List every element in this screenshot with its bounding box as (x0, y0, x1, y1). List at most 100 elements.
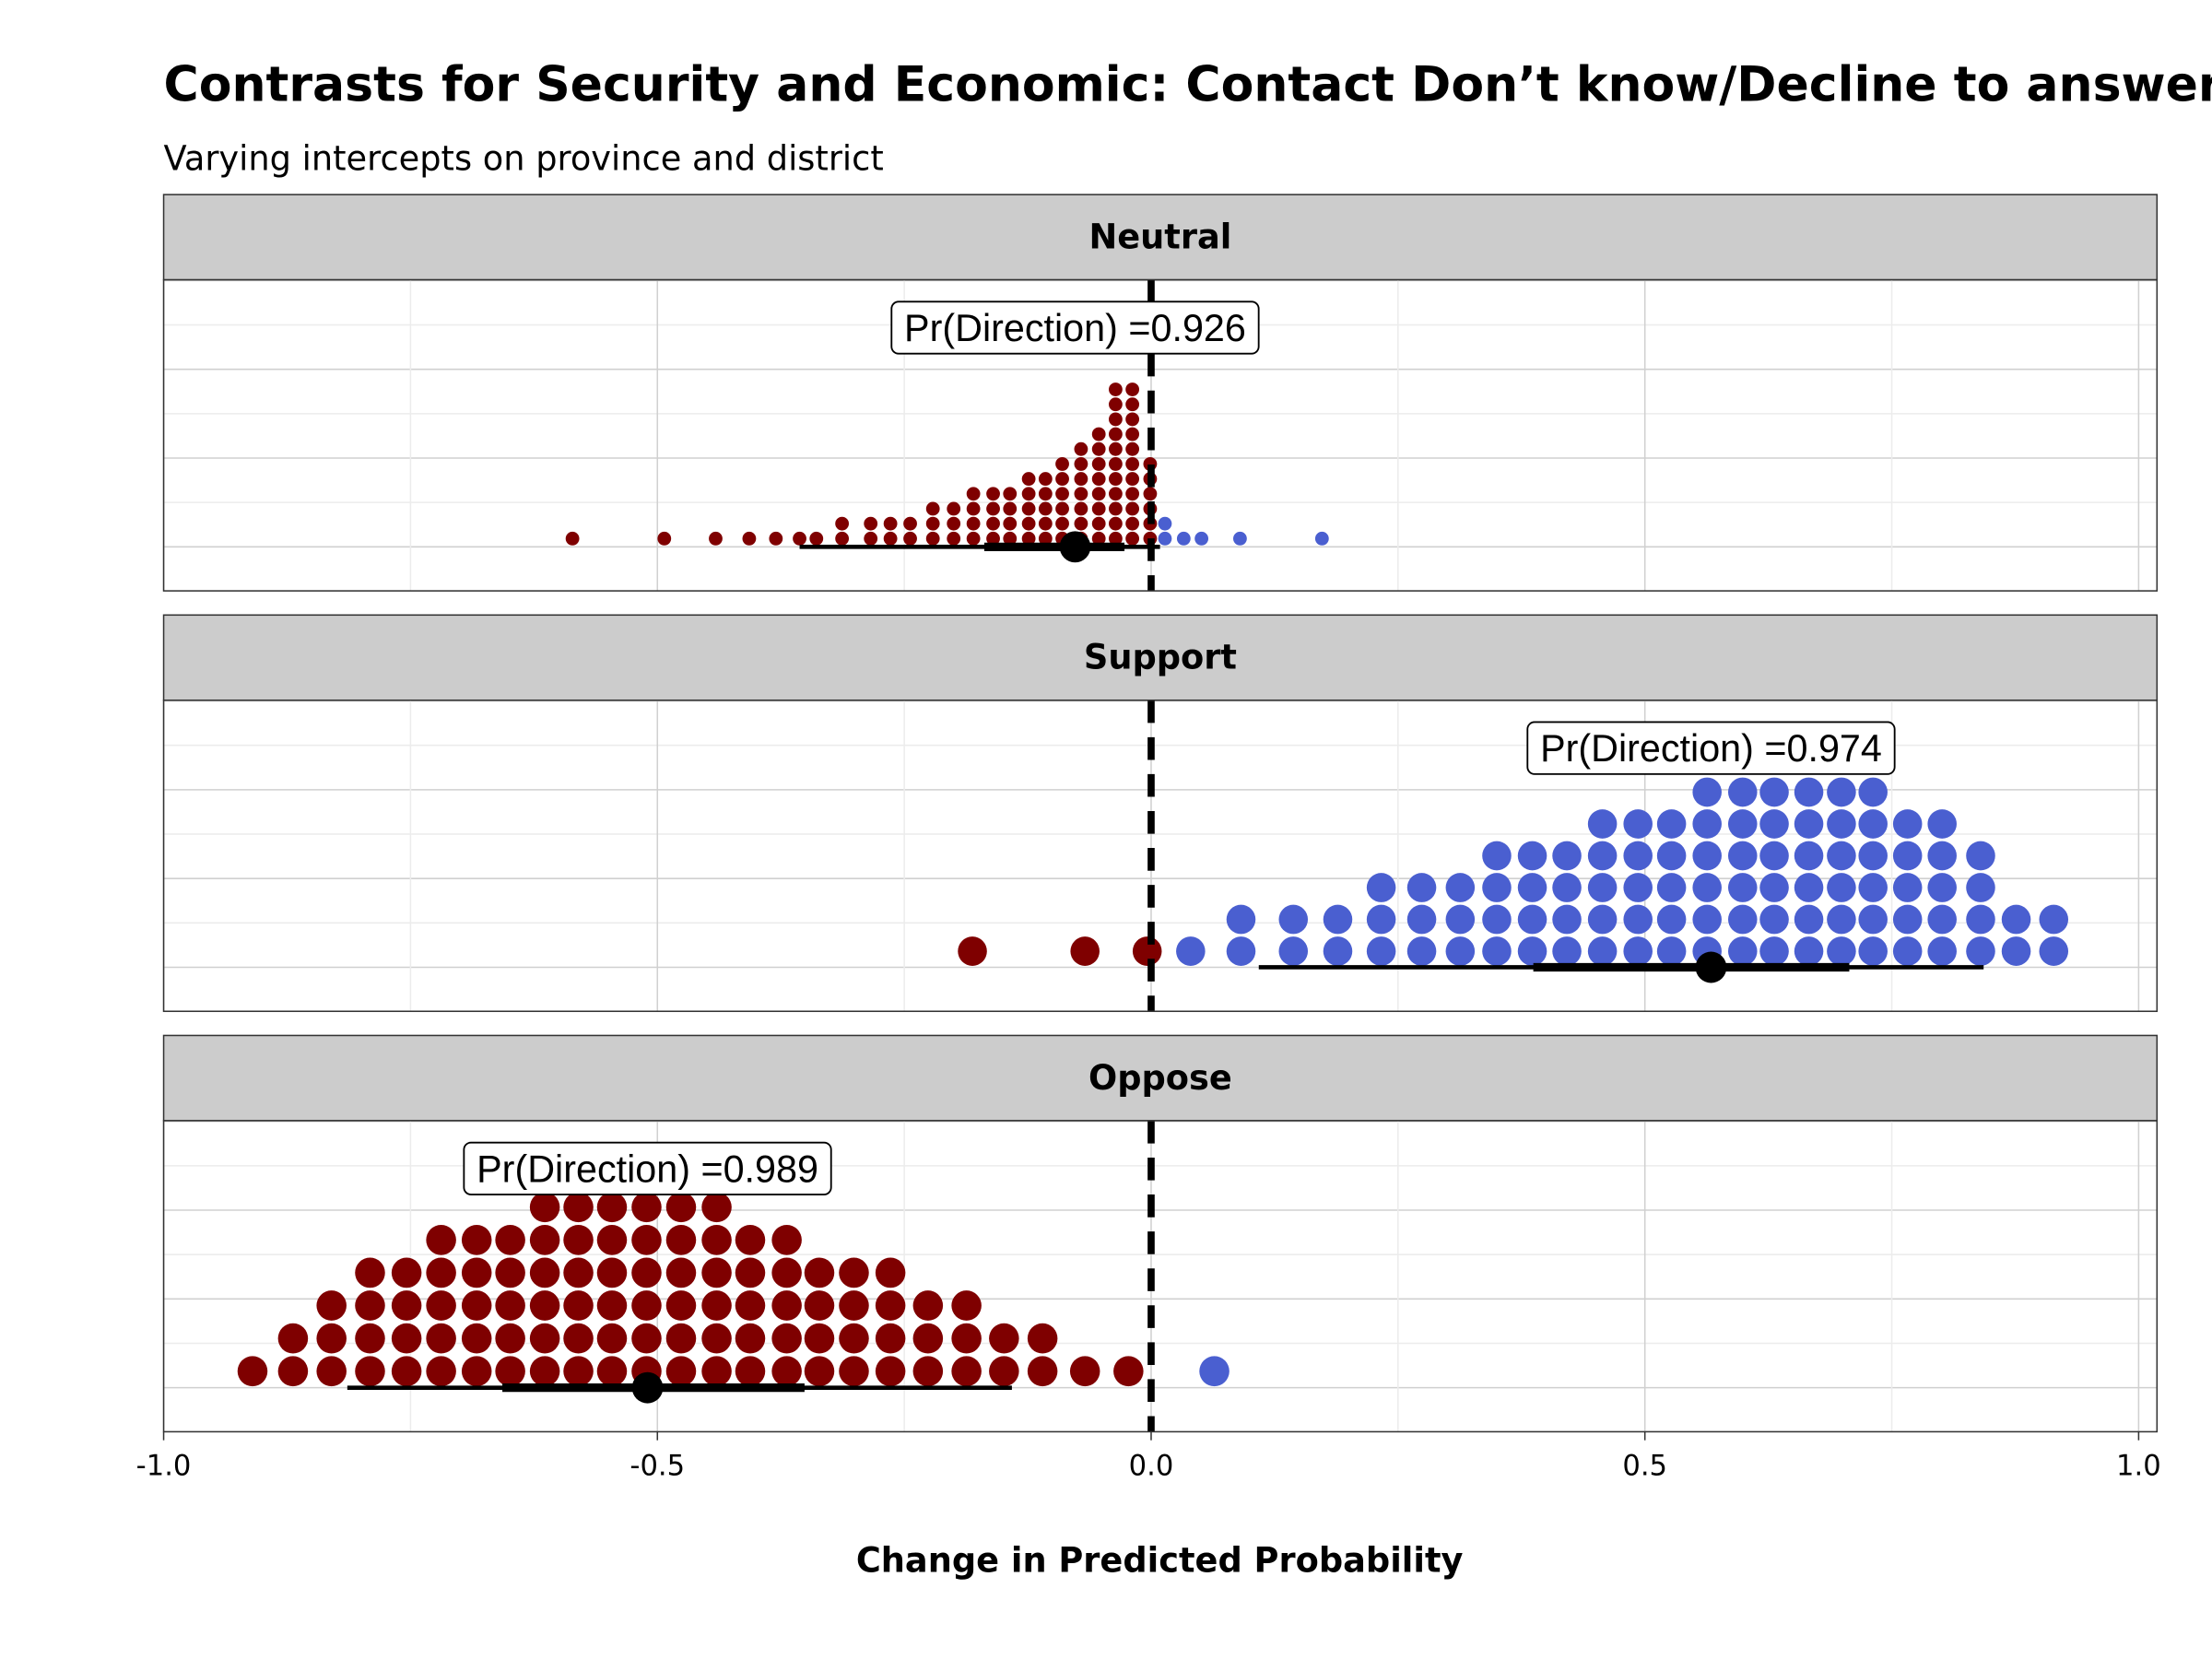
dot (839, 1323, 869, 1354)
dot (1038, 531, 1053, 546)
dot (1109, 516, 1123, 531)
dot (701, 1290, 732, 1321)
x-axis-title: Change in Predicted Probability (856, 1541, 1464, 1581)
dot (1858, 904, 1888, 935)
dot (1194, 531, 1209, 546)
dot-column (1858, 777, 1888, 966)
dot (1727, 904, 1758, 935)
dot (735, 1224, 766, 1255)
dot (1125, 441, 1140, 456)
annotation-box (463, 1141, 832, 1195)
dot (839, 1257, 869, 1288)
dot (1587, 936, 1618, 966)
dot (1125, 501, 1140, 516)
dot (1759, 809, 1789, 839)
dot (1552, 873, 1582, 902)
dot (1055, 501, 1069, 516)
dot (735, 1323, 766, 1354)
dot (1278, 936, 1309, 966)
dot (771, 1224, 802, 1255)
x-tick-label: -1.0 (136, 1449, 192, 1482)
dot (804, 1323, 835, 1354)
dot (1074, 516, 1088, 531)
dot-column (769, 531, 783, 546)
dot-column (1759, 777, 1789, 966)
dot (1125, 397, 1140, 412)
dot (709, 531, 723, 546)
dot (986, 516, 1000, 531)
dot (1091, 456, 1106, 471)
dot (426, 1290, 456, 1321)
dot (912, 1323, 944, 1354)
dot (1759, 873, 1789, 902)
dot (1003, 531, 1018, 546)
dot (563, 1224, 594, 1255)
dot (1055, 516, 1069, 531)
dot (316, 1323, 347, 1354)
dot-column (1692, 777, 1722, 966)
dot-column (735, 1224, 766, 1387)
dot (947, 516, 961, 531)
dot (1692, 873, 1722, 902)
dot (1827, 904, 1856, 935)
dot-column (596, 1192, 628, 1387)
dot (2001, 936, 2031, 966)
dot (1692, 841, 1722, 871)
dot (461, 1290, 492, 1321)
dot (1892, 904, 1923, 935)
dot (1091, 427, 1106, 441)
dot-column (1278, 904, 1309, 966)
dot (1074, 472, 1088, 487)
dot (316, 1290, 347, 1321)
panel-border (162, 1120, 2159, 1433)
annotation-box (1526, 721, 1896, 775)
dot (1858, 841, 1888, 871)
dot (1827, 873, 1856, 902)
dot-column (1794, 777, 1824, 966)
dot (1158, 531, 1172, 546)
dot-column (1003, 487, 1018, 546)
dot (986, 487, 1000, 501)
dot (875, 1323, 906, 1354)
dot (426, 1257, 456, 1288)
facet-strip (162, 1034, 2159, 1122)
dot (1226, 936, 1256, 966)
dot (883, 531, 898, 546)
dot (1027, 1356, 1058, 1387)
dot (1109, 456, 1123, 471)
dot (769, 531, 783, 546)
dot (771, 1356, 802, 1387)
dot (1406, 904, 1437, 935)
dot (1125, 412, 1140, 427)
x-tick-label: 0.0 (1129, 1449, 1174, 1482)
dot (1021, 472, 1036, 487)
dot (461, 1323, 492, 1354)
dot-column (495, 1224, 525, 1387)
dot (986, 501, 1000, 516)
dot (563, 1257, 594, 1288)
dot (1587, 904, 1618, 935)
dot (1158, 516, 1172, 531)
dot-column (951, 1290, 982, 1387)
panel-border (162, 278, 2159, 592)
dot (1091, 531, 1106, 546)
dot-column (461, 1224, 492, 1387)
dot-column (1406, 873, 1437, 966)
dot (701, 1224, 732, 1255)
dot (665, 1224, 697, 1255)
dot (1966, 873, 1995, 902)
dot (563, 1192, 594, 1223)
dot (495, 1323, 525, 1354)
dot (701, 1257, 732, 1288)
dot (1055, 456, 1069, 471)
dot (1091, 472, 1106, 487)
dot (912, 1290, 944, 1321)
dot (1069, 1356, 1100, 1387)
dot (1074, 501, 1088, 516)
dot-column (657, 531, 672, 546)
dot (1226, 904, 1256, 935)
dot (529, 1323, 560, 1354)
dot (1323, 904, 1353, 935)
dot-column (426, 1224, 456, 1387)
dot-column (912, 1290, 944, 1387)
